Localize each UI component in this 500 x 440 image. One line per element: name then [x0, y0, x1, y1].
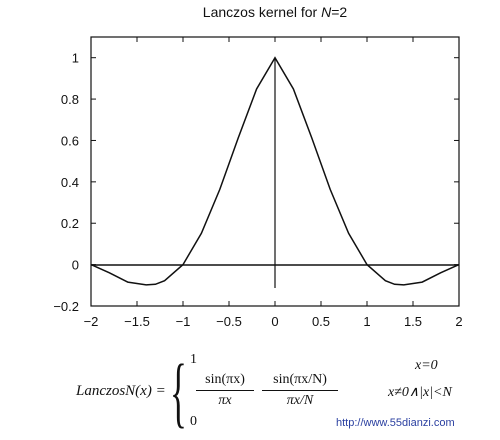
- frac2-numerator: sin(πx/N): [262, 372, 338, 391]
- y-tick-label: −0.2: [53, 299, 79, 314]
- x-tick-label: −2: [84, 314, 99, 329]
- case3-value: 0: [190, 414, 197, 429]
- tick-group: −2 −1.5 −1 −0.5 0 0.5 1 1.5 2 −0.2 0 0.2 0.4 0.6 0.8 1: [53, 37, 463, 329]
- window-fraction: sin(πx/N) πx/N: [262, 372, 338, 409]
- x-tick-label: −1: [176, 314, 191, 329]
- case1-condition: x=0: [415, 358, 438, 373]
- x-tick-label: 1.5: [404, 314, 422, 329]
- case2-condition: x≠0∧|x|<N: [388, 385, 452, 400]
- y-tick-label: 1: [72, 51, 79, 66]
- y-tick-label: 0.6: [61, 133, 79, 148]
- chart-area: Lanczos kernel for N=2 −2 −1.5 −1 −0.5 0 0.5 1…: [53, 4, 463, 329]
- y-tick-label: 0: [72, 258, 79, 273]
- case1-value: 1: [190, 352, 197, 367]
- formula-lhs: LanczosN(x) =: [76, 383, 166, 399]
- x-tick-label: 2: [455, 314, 462, 329]
- x-tick-label: −1.5: [124, 314, 150, 329]
- kernel-curve: [90, 56, 460, 286]
- formula-block: LanczosN(x) = { 1 sin(πx) πx sin(πx/N) π…: [0, 350, 500, 440]
- y-tick-label: 0.2: [61, 216, 79, 231]
- frac1-denominator: πx: [218, 393, 232, 408]
- frac1-numerator: sin(πx): [196, 372, 254, 391]
- x-tick-label: 0.5: [312, 314, 330, 329]
- chart-title: Lanczos kernel for N=2: [203, 4, 348, 20]
- x-tick-label: −0.5: [216, 314, 242, 329]
- left-brace: {: [170, 348, 187, 435]
- sinc-fraction: sin(πx) πx: [196, 372, 254, 409]
- x-tick-label: 0: [271, 314, 278, 329]
- x-tick-label: 1: [363, 314, 370, 329]
- frac2-denominator: πx/N: [286, 393, 314, 408]
- y-tick-label: 0.4: [61, 175, 79, 190]
- watermark-text: http://www.55dianzi.com: [336, 417, 455, 429]
- y-tick-label: 0.8: [61, 92, 79, 107]
